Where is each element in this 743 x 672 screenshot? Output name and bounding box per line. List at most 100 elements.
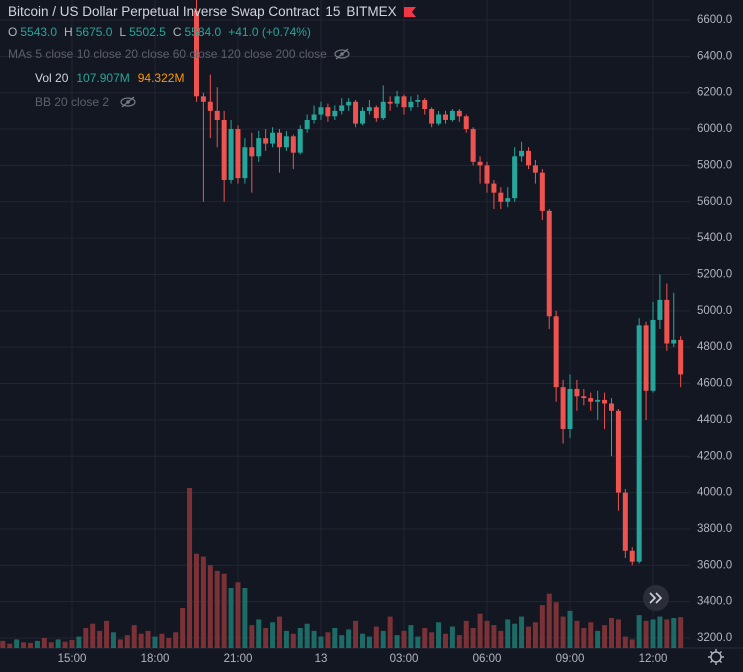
volume-bar	[671, 618, 677, 648]
candle-body	[477, 161, 483, 166]
volume-bar	[159, 633, 165, 648]
volume-bar	[429, 632, 435, 648]
volume-bar	[166, 638, 172, 648]
volume-bar	[290, 633, 296, 648]
volume-bar	[581, 628, 587, 648]
volume-bar	[498, 630, 504, 648]
ohlc-key: L	[119, 25, 127, 39]
y-tick-label: 6600.0	[697, 14, 732, 26]
candle-body	[615, 410, 621, 493]
candle-body	[484, 165, 490, 184]
x-tick-label: 09:00	[556, 653, 585, 665]
candle-body	[256, 138, 262, 157]
volume-bar	[124, 635, 130, 648]
volume-bar	[110, 632, 116, 648]
volume-bar	[643, 620, 649, 648]
volume-bar	[145, 630, 151, 648]
volume-bar	[207, 565, 213, 648]
x-tick-label: 12:00	[639, 653, 668, 665]
volume-bar	[55, 639, 61, 648]
volume-bar	[104, 620, 110, 648]
candle-body	[332, 110, 338, 117]
volume-bar	[678, 617, 684, 648]
candle-body	[650, 319, 656, 391]
volume-bar	[574, 620, 580, 648]
candle-body	[304, 119, 310, 130]
y-tick-label: 4000.0	[697, 487, 732, 499]
volume-bar	[76, 636, 82, 648]
candle-body	[359, 110, 365, 124]
volume-bar	[353, 620, 359, 648]
symbol-title[interactable]: Bitcoin / US Dollar Perpetual Inverse Sw…	[8, 4, 320, 19]
hidden-icon[interactable]	[119, 95, 137, 109]
volume-bar	[138, 633, 144, 648]
volume-indicator[interactable]: Vol 20	[35, 71, 69, 85]
volume-bar	[228, 588, 234, 648]
volume-bar	[187, 488, 193, 648]
volume-bar	[366, 636, 372, 648]
volume-bar	[622, 636, 628, 648]
ohlc-legend: O 5543.0 H 5675.0 L 5502.5 C 5584.0 +41.0 (+0.74…	[8, 25, 311, 39]
volume-bar	[650, 619, 656, 648]
volume-bar	[387, 616, 393, 648]
candle-body	[512, 156, 518, 199]
volume-bar	[408, 625, 414, 648]
volume-bar	[180, 608, 186, 648]
legend-title-row: Bitcoin / US Dollar Perpetual Inverse Sw…	[8, 4, 417, 19]
flag-icon[interactable]	[403, 6, 417, 18]
bb-indicator[interactable]: BB 20 close 2	[35, 95, 110, 109]
candle-body	[456, 110, 462, 117]
candle-body	[463, 116, 469, 130]
candle-body	[387, 101, 393, 104]
settings-gear[interactable]	[708, 649, 724, 665]
scroll-button[interactable]	[643, 585, 669, 611]
volume-bar	[173, 632, 179, 648]
volume-bar	[152, 636, 158, 648]
candle-body	[643, 325, 649, 391]
hidden-icon[interactable]	[333, 47, 351, 61]
volume-bar	[636, 615, 642, 648]
volume-bar	[588, 622, 594, 648]
volume-bar	[263, 628, 269, 648]
bb-row: BB 20 close 2	[35, 95, 137, 109]
candle-body	[636, 325, 642, 562]
candle-body	[429, 109, 435, 124]
interval: 15	[325, 4, 341, 19]
y-tick-label: 4600.0	[697, 378, 732, 390]
volume-bar	[7, 643, 13, 648]
candle-body	[263, 138, 269, 144]
volume-bar	[41, 638, 47, 648]
candle-body	[567, 388, 573, 429]
candle-body	[532, 165, 538, 173]
y-tick-label: 6000.0	[697, 123, 732, 135]
ohlc-value: 5584.0	[184, 25, 222, 39]
candle-body	[318, 107, 324, 115]
volume-bar	[34, 640, 40, 648]
candle-body	[525, 150, 531, 166]
volume-value: 107.907M	[76, 71, 130, 85]
ma-indicator[interactable]: MAs 5 close 10 close 20 close 60 close 1…	[8, 47, 327, 61]
volume-bar	[249, 625, 255, 648]
candle-body	[290, 136, 296, 153]
volume-bar	[83, 628, 89, 648]
volume-bar	[62, 641, 68, 648]
y-tick-label: 5800.0	[697, 159, 732, 171]
candle-body	[622, 492, 628, 551]
volume-bar	[339, 635, 345, 648]
volume-bar	[505, 619, 511, 648]
candle-body	[470, 129, 476, 162]
candle-body	[629, 550, 635, 562]
volume-bar	[484, 620, 490, 648]
candle-body	[366, 107, 372, 111]
volume-bar	[318, 636, 324, 648]
volume-bar	[602, 625, 608, 648]
candle-body	[270, 132, 276, 144]
y-tick-label: 3600.0	[697, 559, 732, 571]
volume-bar	[539, 605, 545, 648]
y-tick-label: 4200.0	[697, 450, 732, 462]
candle-body	[436, 114, 442, 124]
y-tick-label: 3400.0	[697, 596, 732, 608]
candle-body	[422, 99, 428, 110]
volume-bar	[90, 623, 96, 648]
candle-body	[380, 101, 386, 119]
